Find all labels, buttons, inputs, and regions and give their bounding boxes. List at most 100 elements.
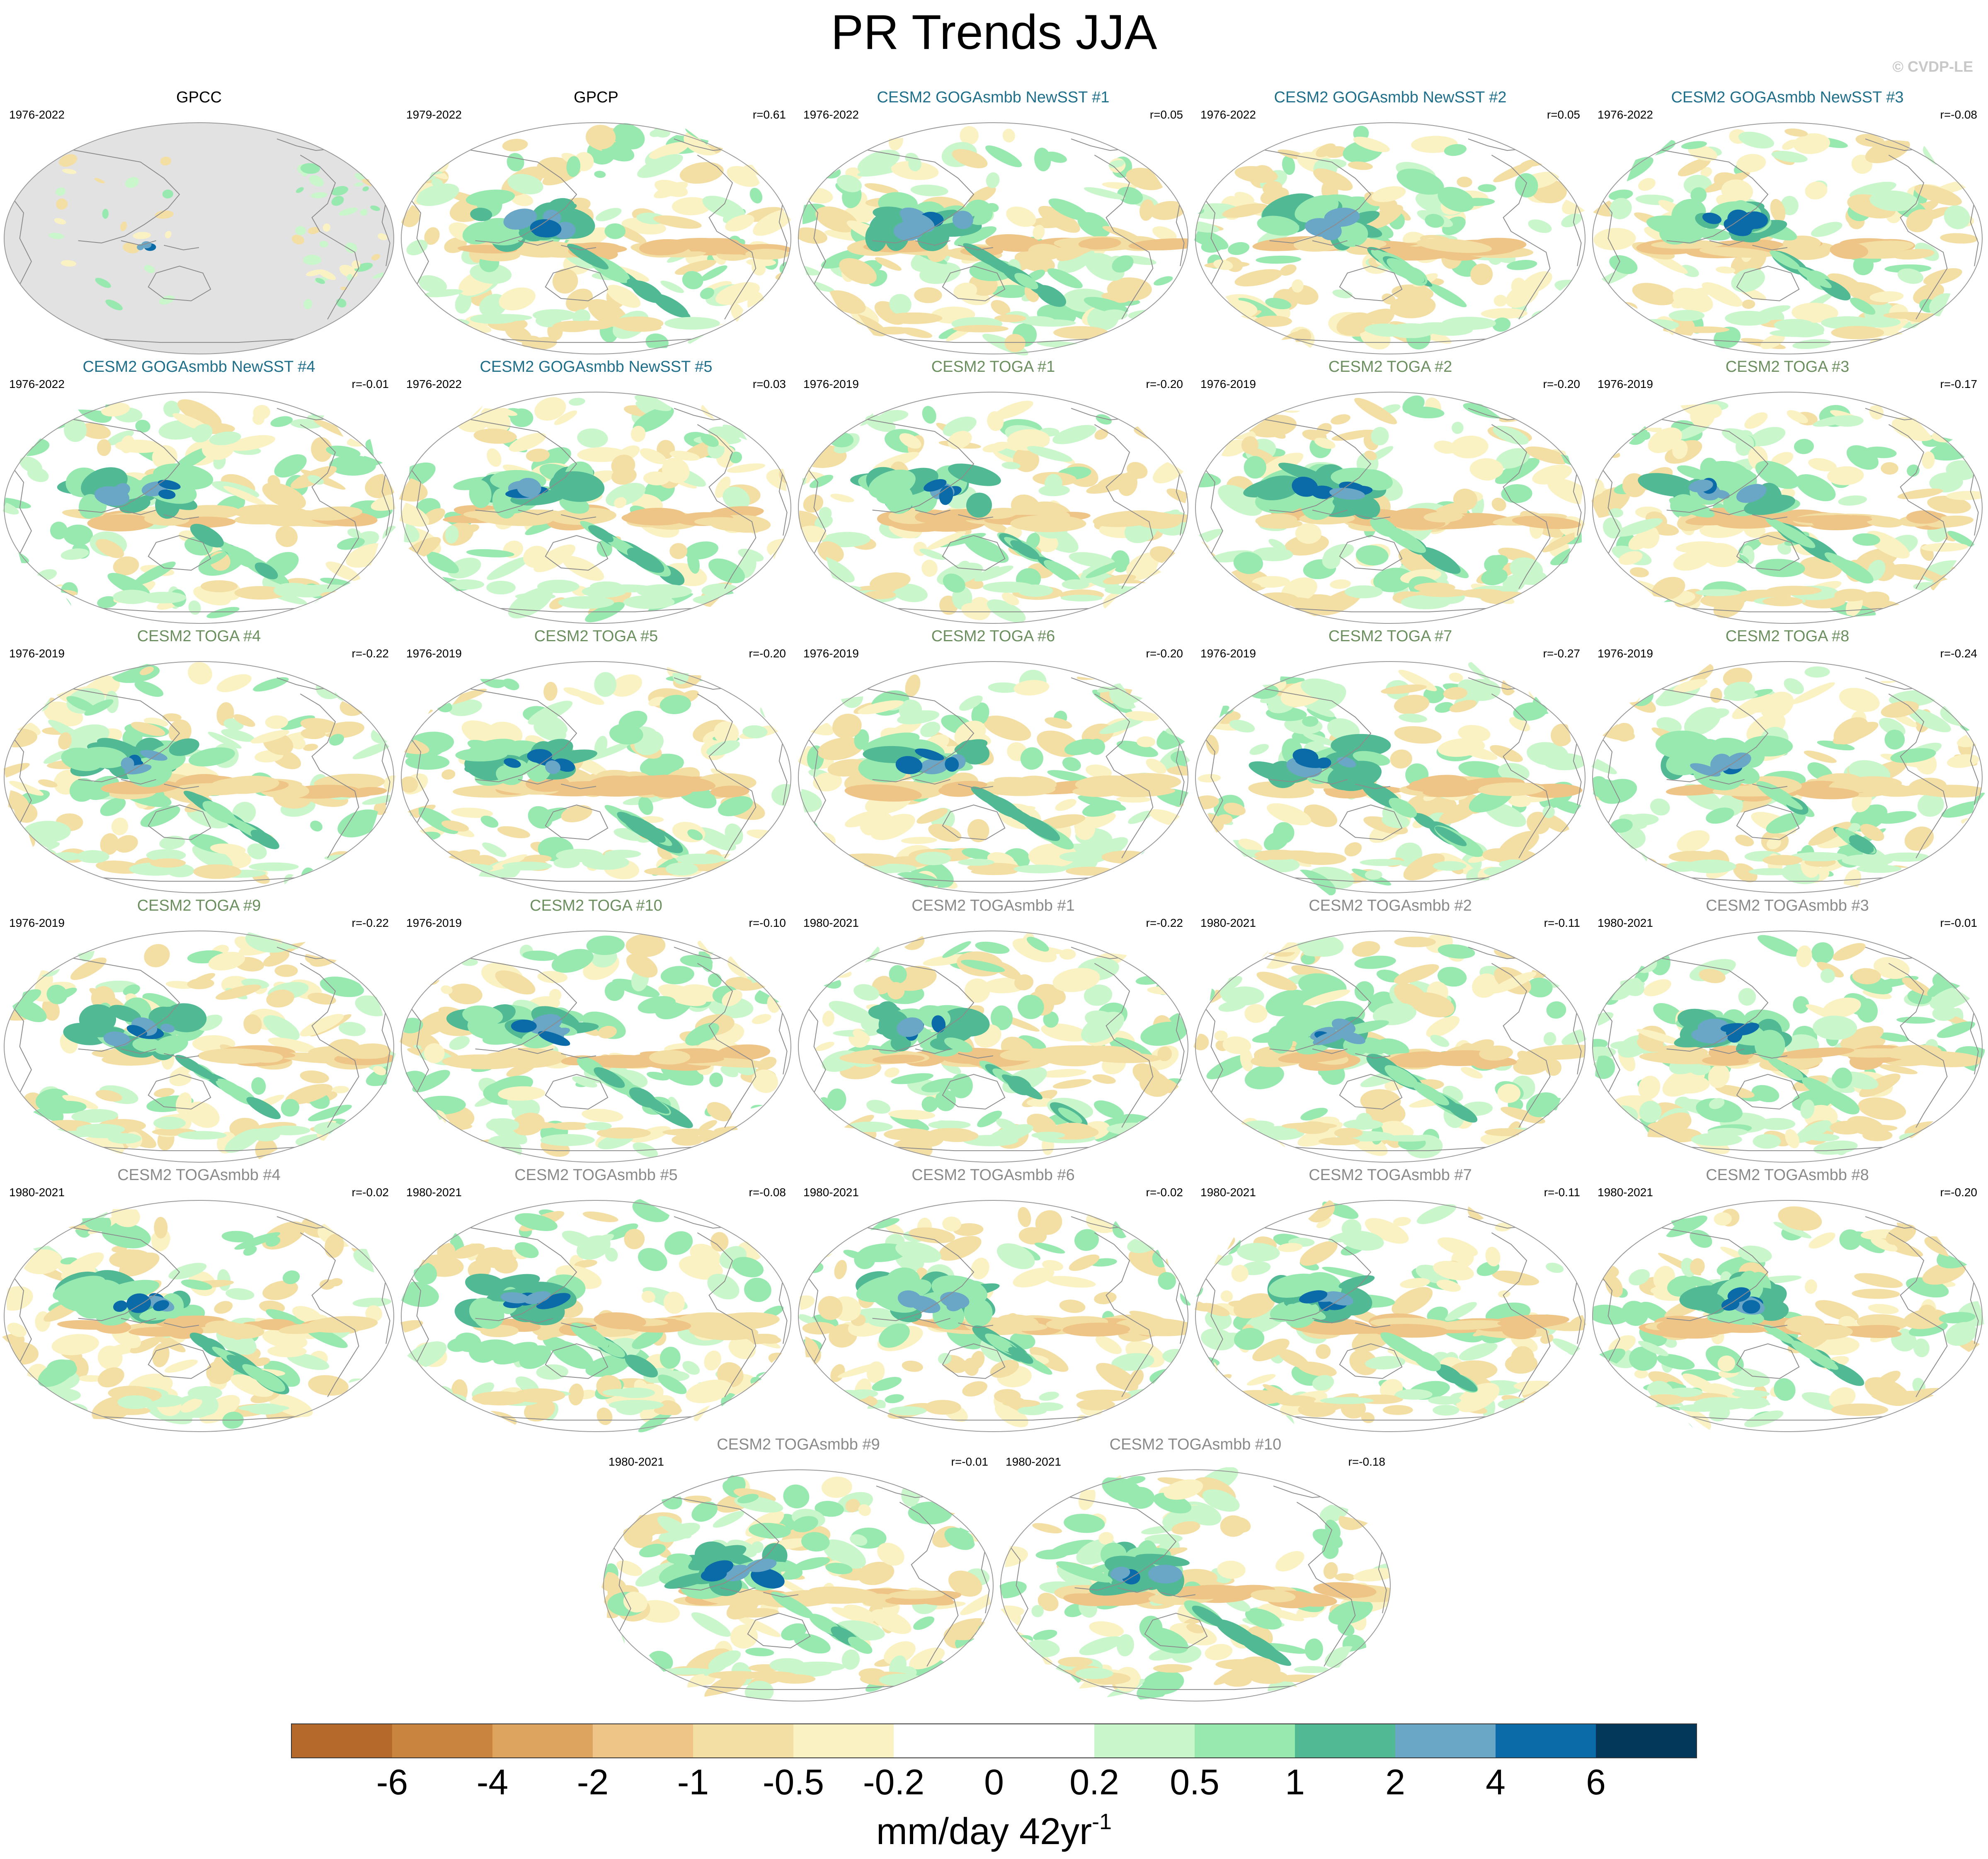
trend-field-patch [1393,1217,1411,1226]
trend-field-patch [9,970,38,983]
trend-field-patch [1143,314,1160,330]
trend-field-patch [1146,867,1165,891]
trend-field-patch [1735,834,1754,846]
trend-field-patch [530,807,568,824]
coastline [1273,876,1508,882]
trend-field-patch [1763,855,1803,865]
trend-field-patch [1873,957,1910,979]
trend-field-patch [249,862,299,871]
trend-field-patch [187,1386,222,1400]
trend-field-patch [611,467,637,485]
trend-field-patch [572,1076,597,1088]
trend-field-patch [1951,965,1964,982]
panel-title: CESM2 TOGA #5 [534,628,658,645]
trend-field-patch [654,182,688,199]
trend-field-patch [742,676,766,700]
trend-field-patch [339,207,358,216]
trend-field-patch [621,323,662,332]
coastline [300,424,359,589]
trend-field-patch [253,677,289,692]
trend-field-patch [807,1211,855,1224]
panel-correlation: r=-0.20 [1146,378,1183,390]
trend-field-patch [1743,735,1793,756]
trend-field-patch [594,736,608,757]
trend-field-patch [1390,749,1412,769]
trend-field-patch [349,659,388,684]
coastline [876,1145,1110,1151]
trend-field-patch [954,226,997,246]
trend-field-patch [1511,277,1527,296]
trend-field-patch [669,543,688,559]
trend-field-patch [672,197,711,216]
map-panel: CESM2 TOGA #8 1976-2019 r=-0.24 [1590,627,1985,894]
trend-field-patch [1755,461,1799,489]
trend-field-patch [1360,859,1406,866]
trend-field-patch [1112,255,1134,273]
trend-field-patch [643,471,670,485]
trend-field-patch [1206,1054,1251,1079]
coastline [1736,265,1800,301]
panel-period: 1976-2022 [9,378,65,390]
trend-field-patch [1540,1333,1554,1344]
trend-field-patch [1459,1343,1498,1361]
trend-field-patch [1767,1057,1794,1074]
trend-field-patch [1117,392,1164,414]
panel-correlation: r=-0.22 [352,647,389,660]
map-panel: CESM2 TOGA #9 1976-2019 r=-0.22 [2,896,396,1163]
trend-field-patch [1060,594,1103,601]
trend-field-patch [1334,739,1368,752]
trend-field-patch [1761,785,1803,810]
trend-field-patch [95,1090,122,1102]
trend-field-patch [177,399,222,427]
trend-field-patch [1897,488,1943,499]
trend-field-patch [604,783,681,797]
trend-field-patch [282,1270,300,1285]
panel-correlation: r=-0.20 [1146,647,1183,660]
trend-field-patch [1124,1389,1178,1402]
coastline [697,693,756,858]
trend-field-patch [1364,451,1377,461]
trend-field-patch [582,855,629,870]
trend-field-patch [19,1407,64,1432]
trend-field-patch [371,254,380,261]
trend-field-patch [95,278,111,288]
trend-field-patch [1052,1079,1092,1089]
trend-field-patch [22,597,44,618]
trend-field-patch [262,1329,308,1349]
trend-field-patch [921,1096,938,1112]
trend-field-patch [1014,974,1034,991]
trend-field-patch [1923,268,1962,285]
trend-field-patch [1590,596,1611,608]
trend-field-patch [102,208,109,219]
coastline [1596,730,1620,824]
globe-outline [401,392,791,624]
trend-field-patch [181,1279,212,1290]
trend-field-patch [1096,1363,1139,1391]
trend-field-patch [9,665,58,679]
trend-field-patch [332,591,372,613]
trend-field-patch [1530,1130,1575,1141]
trend-field-patch [21,851,58,863]
trend-field-patch [1144,151,1179,166]
trend-field-patch [662,458,690,483]
trend-field-patch [1696,1098,1743,1122]
trend-field-patch [109,1249,151,1268]
coastline [1094,963,1154,1128]
trend-field-patch [1570,325,1588,337]
coastline [121,1048,199,1059]
trend-field-patch [511,1019,537,1033]
trend-field-patch [1278,463,1331,485]
trend-field-patch [1438,944,1475,959]
trend-field-patch [2,595,29,621]
trend-field-patch [337,538,365,550]
trend-field-patch [1524,1045,1588,1060]
panel-correlation: r=-0.08 [749,1186,786,1199]
trend-field-patch [983,715,1031,741]
coastline [1709,240,1788,250]
trend-field-patch [1329,487,1365,500]
trend-field-patch [664,317,720,330]
trend-field-patch [1313,168,1353,191]
coastline [1312,509,1391,520]
trend-field-patch [1458,725,1491,742]
trend-field-patch [1794,439,1814,454]
